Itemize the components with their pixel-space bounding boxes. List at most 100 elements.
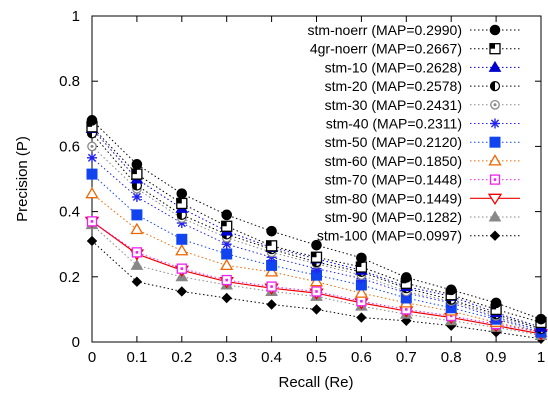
legend-label-1: 4gr-noerr (MAP=0.2667) <box>310 41 462 57</box>
marker-half <box>176 198 182 204</box>
legend-label-9: stm-80 (MAP=0.1449) <box>325 190 462 206</box>
y-tick-label: 0.4 <box>59 204 80 221</box>
y-tick-label: 0.6 <box>59 138 80 155</box>
marker-stroke <box>132 192 141 202</box>
marker-shape <box>356 252 367 264</box>
data-point-6-0 <box>86 168 98 180</box>
x-tick-label: 0.3 <box>216 349 237 366</box>
data-point-5-1 <box>131 191 142 202</box>
marker-half <box>221 221 227 227</box>
marker-shape <box>175 243 189 256</box>
data-point-8-2 <box>176 263 187 274</box>
marker-dot <box>225 278 228 282</box>
legend-marker-7 <box>488 154 502 166</box>
y-tick-label: 1 <box>72 8 80 25</box>
marker-shape <box>131 276 143 287</box>
axis-ticks: 0 0.1 0.2 0.3 0.4 0.5 0.6 0.7 0.8 0.9 1 0 0.2 0.4 0.6 0… <box>59 8 545 366</box>
marker-shape <box>85 186 99 199</box>
marker-shape <box>488 154 502 166</box>
marker-shape <box>487 193 503 206</box>
marker-dot <box>493 103 497 107</box>
legend-marker-0 <box>489 24 501 36</box>
legend-label-10: stm-90 (MAP=0.1282) <box>325 209 462 225</box>
x-tick-label: 0.4 <box>261 349 282 366</box>
marker-shape <box>311 304 322 315</box>
marker-dot <box>90 144 94 148</box>
marker-dot <box>405 308 408 311</box>
data-point-11-6 <box>356 312 367 323</box>
x-tick-label: 0.7 <box>396 349 417 366</box>
data-point-0-9 <box>490 297 502 309</box>
x-tick-label: 0.1 <box>126 349 147 366</box>
legend-marker-6 <box>489 136 501 148</box>
marker-shape <box>130 258 144 270</box>
data-point-1-6 <box>355 261 368 273</box>
marker-dot <box>315 290 318 293</box>
data-point-7-1 <box>130 222 144 235</box>
series-line-6 <box>91 173 542 333</box>
marker-dot <box>270 285 273 288</box>
marker-shape <box>309 274 324 287</box>
data-point-11-1 <box>131 276 143 287</box>
marker-dot <box>493 178 497 181</box>
data-point-6-1 <box>131 209 143 221</box>
y-axis-label: Precision (P) <box>14 136 31 222</box>
legend-marker-9 <box>487 193 503 206</box>
data-point-0-0 <box>86 115 98 126</box>
marker-shape <box>266 299 277 310</box>
marker-shape <box>490 297 502 309</box>
marker-shape <box>86 168 98 180</box>
data-point-8-6 <box>356 296 367 307</box>
legend-label-8: stm-70 (MAP=0.1448) <box>325 172 462 188</box>
marker-dot <box>449 314 453 318</box>
x-tick-label: 0 <box>88 349 96 366</box>
data-point-6-2 <box>176 233 188 245</box>
data-point-1-1 <box>131 168 143 180</box>
data-point-0-5 <box>311 239 322 251</box>
data-point-8-4 <box>266 281 277 292</box>
data-point-0-3 <box>221 209 232 221</box>
data-point-11-5 <box>311 304 322 315</box>
marker-shape <box>221 248 233 260</box>
data-point-8-1 <box>131 247 143 258</box>
legend-marker-8 <box>489 174 501 185</box>
marker-half <box>490 43 495 49</box>
data-point-0-1 <box>131 159 143 170</box>
marker-shape <box>311 239 322 251</box>
x-tick-label: 0.9 <box>486 349 507 366</box>
data-point-1-3 <box>221 220 233 232</box>
series-line-5 <box>91 157 542 332</box>
marker-shape <box>221 209 232 221</box>
marker-shape <box>489 24 501 36</box>
data-point-0-6 <box>356 252 367 264</box>
legend-label-7: stm-60 (MAP=0.1850) <box>325 153 462 169</box>
marker-shape <box>131 159 143 170</box>
marker-dot <box>135 251 139 254</box>
marker-shape <box>445 284 457 296</box>
data-point-10-1 <box>130 258 144 270</box>
series-markers <box>84 115 548 344</box>
y-tick-label: 0.2 <box>59 269 80 286</box>
marker-shape <box>401 272 412 283</box>
marker-dot <box>360 299 363 303</box>
marker-shape <box>354 286 369 298</box>
legend-label-2: stm-10 (MAP=0.2628) <box>325 59 462 75</box>
legend: stm-noerr (MAP=0.2990) 4gr-noerr (MAP=0.2… <box>308 22 520 244</box>
marker-shape <box>130 222 144 235</box>
marker-shape <box>535 313 547 325</box>
marker-shape <box>489 136 501 148</box>
data-point-1-4 <box>265 240 278 252</box>
data-point-4-0 <box>87 141 97 152</box>
marker-stroke <box>490 119 500 128</box>
marker-shape <box>220 258 234 271</box>
legend-label-0: stm-noerr (MAP=0.2990) <box>308 22 462 38</box>
legend-marker-5 <box>490 118 500 129</box>
data-point-11-3 <box>221 292 232 304</box>
legend-marker-11 <box>489 230 501 241</box>
x-tick-label: 0.2 <box>171 349 192 366</box>
x-tick-label: 0.6 <box>351 349 372 366</box>
marker-shape <box>264 265 279 277</box>
data-point-6-3 <box>221 248 233 260</box>
series-line-4 <box>91 146 542 330</box>
marker-stroke <box>87 153 97 162</box>
